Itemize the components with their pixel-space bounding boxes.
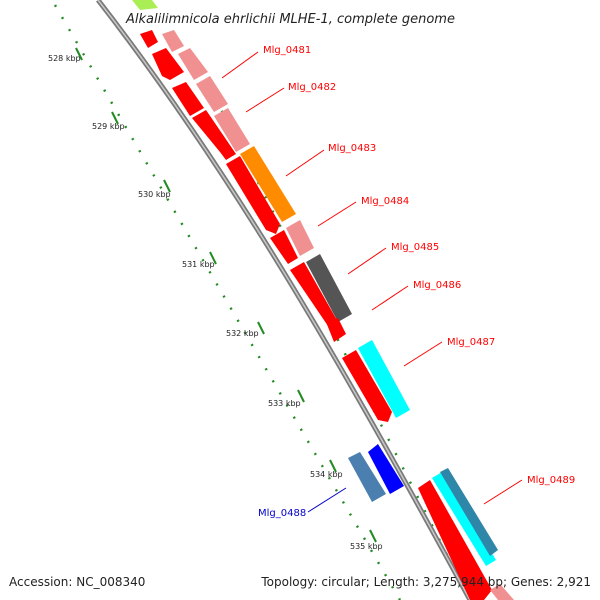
tick-marks: 528 kbp 529 kbp 530 kbp 531 kbp 532 kbp … [48,47,383,551]
label-leader [347,247,387,275]
tick-label: 529 kbp [92,122,125,131]
tick-mark [329,459,337,473]
gene-label-mlg-0484[interactable]: Mlg_0484 [361,196,409,207]
gene-feature[interactable] [286,220,314,256]
gene-feature[interactable] [326,318,346,342]
footer: Accession: NC_008340 Topology: circular;… [9,575,591,589]
gene-features [132,0,514,600]
tick-label: 535 kbp [350,542,383,551]
tick-mark [111,111,119,125]
gene-feature[interactable] [342,350,392,422]
label-leader [317,201,357,227]
tick-label: 531 kbp [182,260,215,269]
map-title-halo: Alkalilimnicola ehrlichii MLHE-1, comple… [125,12,455,27]
gene-feature[interactable] [162,30,184,52]
gene-feature[interactable] [140,30,158,48]
label-leader [307,487,347,513]
gene-feature-orange[interactable] [240,146,296,222]
gene-feature[interactable] [290,262,338,326]
label-leader [483,479,523,505]
tick-mark [163,179,171,193]
tick-mark [75,47,83,61]
tick-label: 528 kbp [48,54,81,63]
gene-label-mlg-0481[interactable]: Mlg_0481 [263,45,311,56]
gene-feature-blue[interactable] [368,444,404,494]
backbone-highlight [97,0,471,600]
tick-mark [209,251,217,265]
gene-feature[interactable] [418,480,492,600]
gene-labels: Mlg_0481 Mlg_0482 Mlg_0483 Mlg_0484 Mlg_… [221,45,575,519]
gene-feature-mlg-0484[interactable] [226,156,280,234]
gene-label-mlg-0489[interactable]: Mlg_0489 [527,475,575,486]
gene-feature-teal[interactable] [440,468,498,556]
label-leader [221,51,259,79]
gene-label-mlg-0487[interactable]: Mlg_0487 [447,337,495,348]
gene-feature-mlg-0487[interactable] [358,340,410,418]
gene-feature-mlg-0488[interactable] [348,452,386,502]
gene-label-mlg-0482[interactable]: Mlg_0482 [288,82,336,93]
gene-feature[interactable] [192,110,236,160]
tick-mark [257,321,265,335]
tick-mark [297,389,305,403]
tick-label: 534 kbp [310,470,343,479]
tick-label: 533 kbp [268,399,301,408]
tick-ring-dots [53,4,402,600]
label-leader [403,341,443,367]
label-leader [245,87,285,113]
gene-feature-mlg-0481[interactable] [152,48,184,80]
gene-label-mlg-0488[interactable]: Mlg_0488 [258,508,306,519]
gene-feature[interactable] [196,76,228,112]
gene-feature-mlg-0486[interactable] [306,254,352,322]
gene-feature-mlg-0489[interactable] [432,472,496,566]
tick-mark [369,529,377,543]
gene-feature-mlg-0482[interactable] [172,82,204,116]
gene-label-mlg-0483[interactable]: Mlg_0483 [328,143,376,154]
gc-ring [198,67,472,600]
tick-label: 532 kbp [226,329,259,338]
label-leader [371,285,409,311]
gene-label-mlg-0486[interactable]: Mlg_0486 [413,280,461,291]
topology-text: Topology: circular; Length: 3,275,944 bp… [260,575,591,589]
gene-label-mlg-0485[interactable]: Mlg_0485 [391,242,439,253]
gene-feature[interactable] [490,584,514,600]
gc-ring-dots [198,67,472,600]
map-title: Alkalilimnicola ehrlichii MLHE-1, comple… [125,12,455,27]
gene-feature[interactable] [214,108,250,152]
title-group: Alkalilimnicola ehrlichii MLHE-1, comple… [123,10,457,29]
label-leader [285,149,325,177]
tick-ring [53,4,402,600]
gene-feature-green[interactable] [132,0,158,10]
accession-text: Accession: NC_008340 [9,575,145,589]
backbone [96,0,473,600]
gene-feature[interactable] [178,48,208,80]
tick-label: 530 kbp [138,190,171,199]
gene-feature-mlg-0485[interactable] [270,230,298,264]
